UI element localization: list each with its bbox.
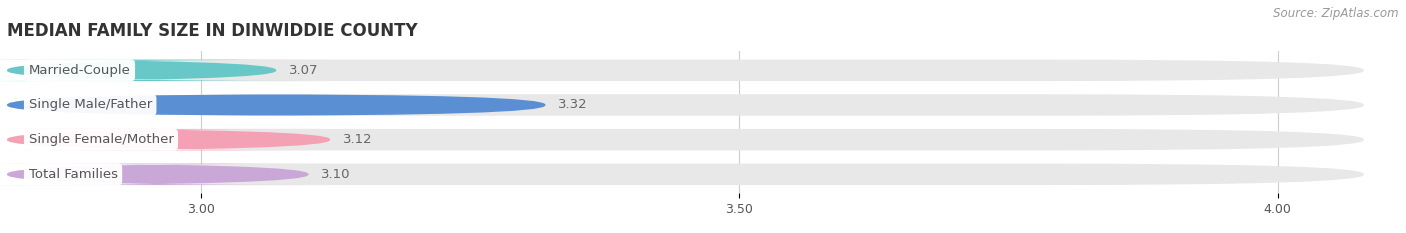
Text: Total Families: Total Families <box>28 168 118 181</box>
Text: Married-Couple: Married-Couple <box>28 64 131 77</box>
Text: 3.10: 3.10 <box>322 168 352 181</box>
Text: MEDIAN FAMILY SIZE IN DINWIDDIE COUNTY: MEDIAN FAMILY SIZE IN DINWIDDIE COUNTY <box>7 22 418 40</box>
FancyBboxPatch shape <box>7 94 546 116</box>
FancyBboxPatch shape <box>0 60 330 81</box>
Text: 3.12: 3.12 <box>343 133 373 146</box>
FancyBboxPatch shape <box>0 164 330 185</box>
FancyBboxPatch shape <box>7 94 1364 116</box>
Text: Source: ZipAtlas.com: Source: ZipAtlas.com <box>1274 7 1399 20</box>
FancyBboxPatch shape <box>7 164 1364 185</box>
Text: 3.32: 3.32 <box>558 99 588 112</box>
FancyBboxPatch shape <box>7 60 1364 81</box>
FancyBboxPatch shape <box>7 129 1364 151</box>
Text: Single Male/Father: Single Male/Father <box>28 99 152 112</box>
Text: 3.07: 3.07 <box>290 64 319 77</box>
FancyBboxPatch shape <box>7 129 330 151</box>
Text: Single Female/Mother: Single Female/Mother <box>28 133 173 146</box>
